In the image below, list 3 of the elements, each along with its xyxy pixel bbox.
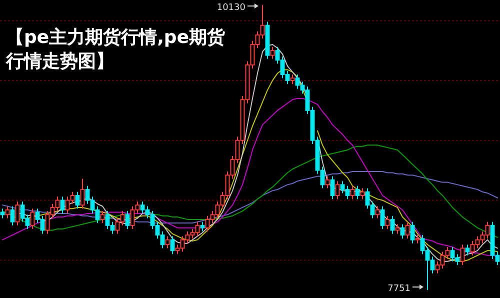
annotation: 7751 [388, 284, 410, 294]
title: 【pe主力期货行情,pe期货行情走势图】 [6, 26, 226, 74]
annotation: 10130 [216, 3, 246, 13]
